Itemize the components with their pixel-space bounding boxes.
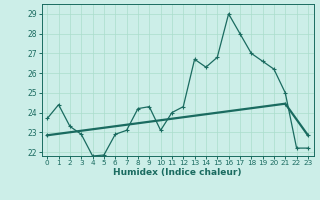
X-axis label: Humidex (Indice chaleur): Humidex (Indice chaleur) xyxy=(113,168,242,177)
